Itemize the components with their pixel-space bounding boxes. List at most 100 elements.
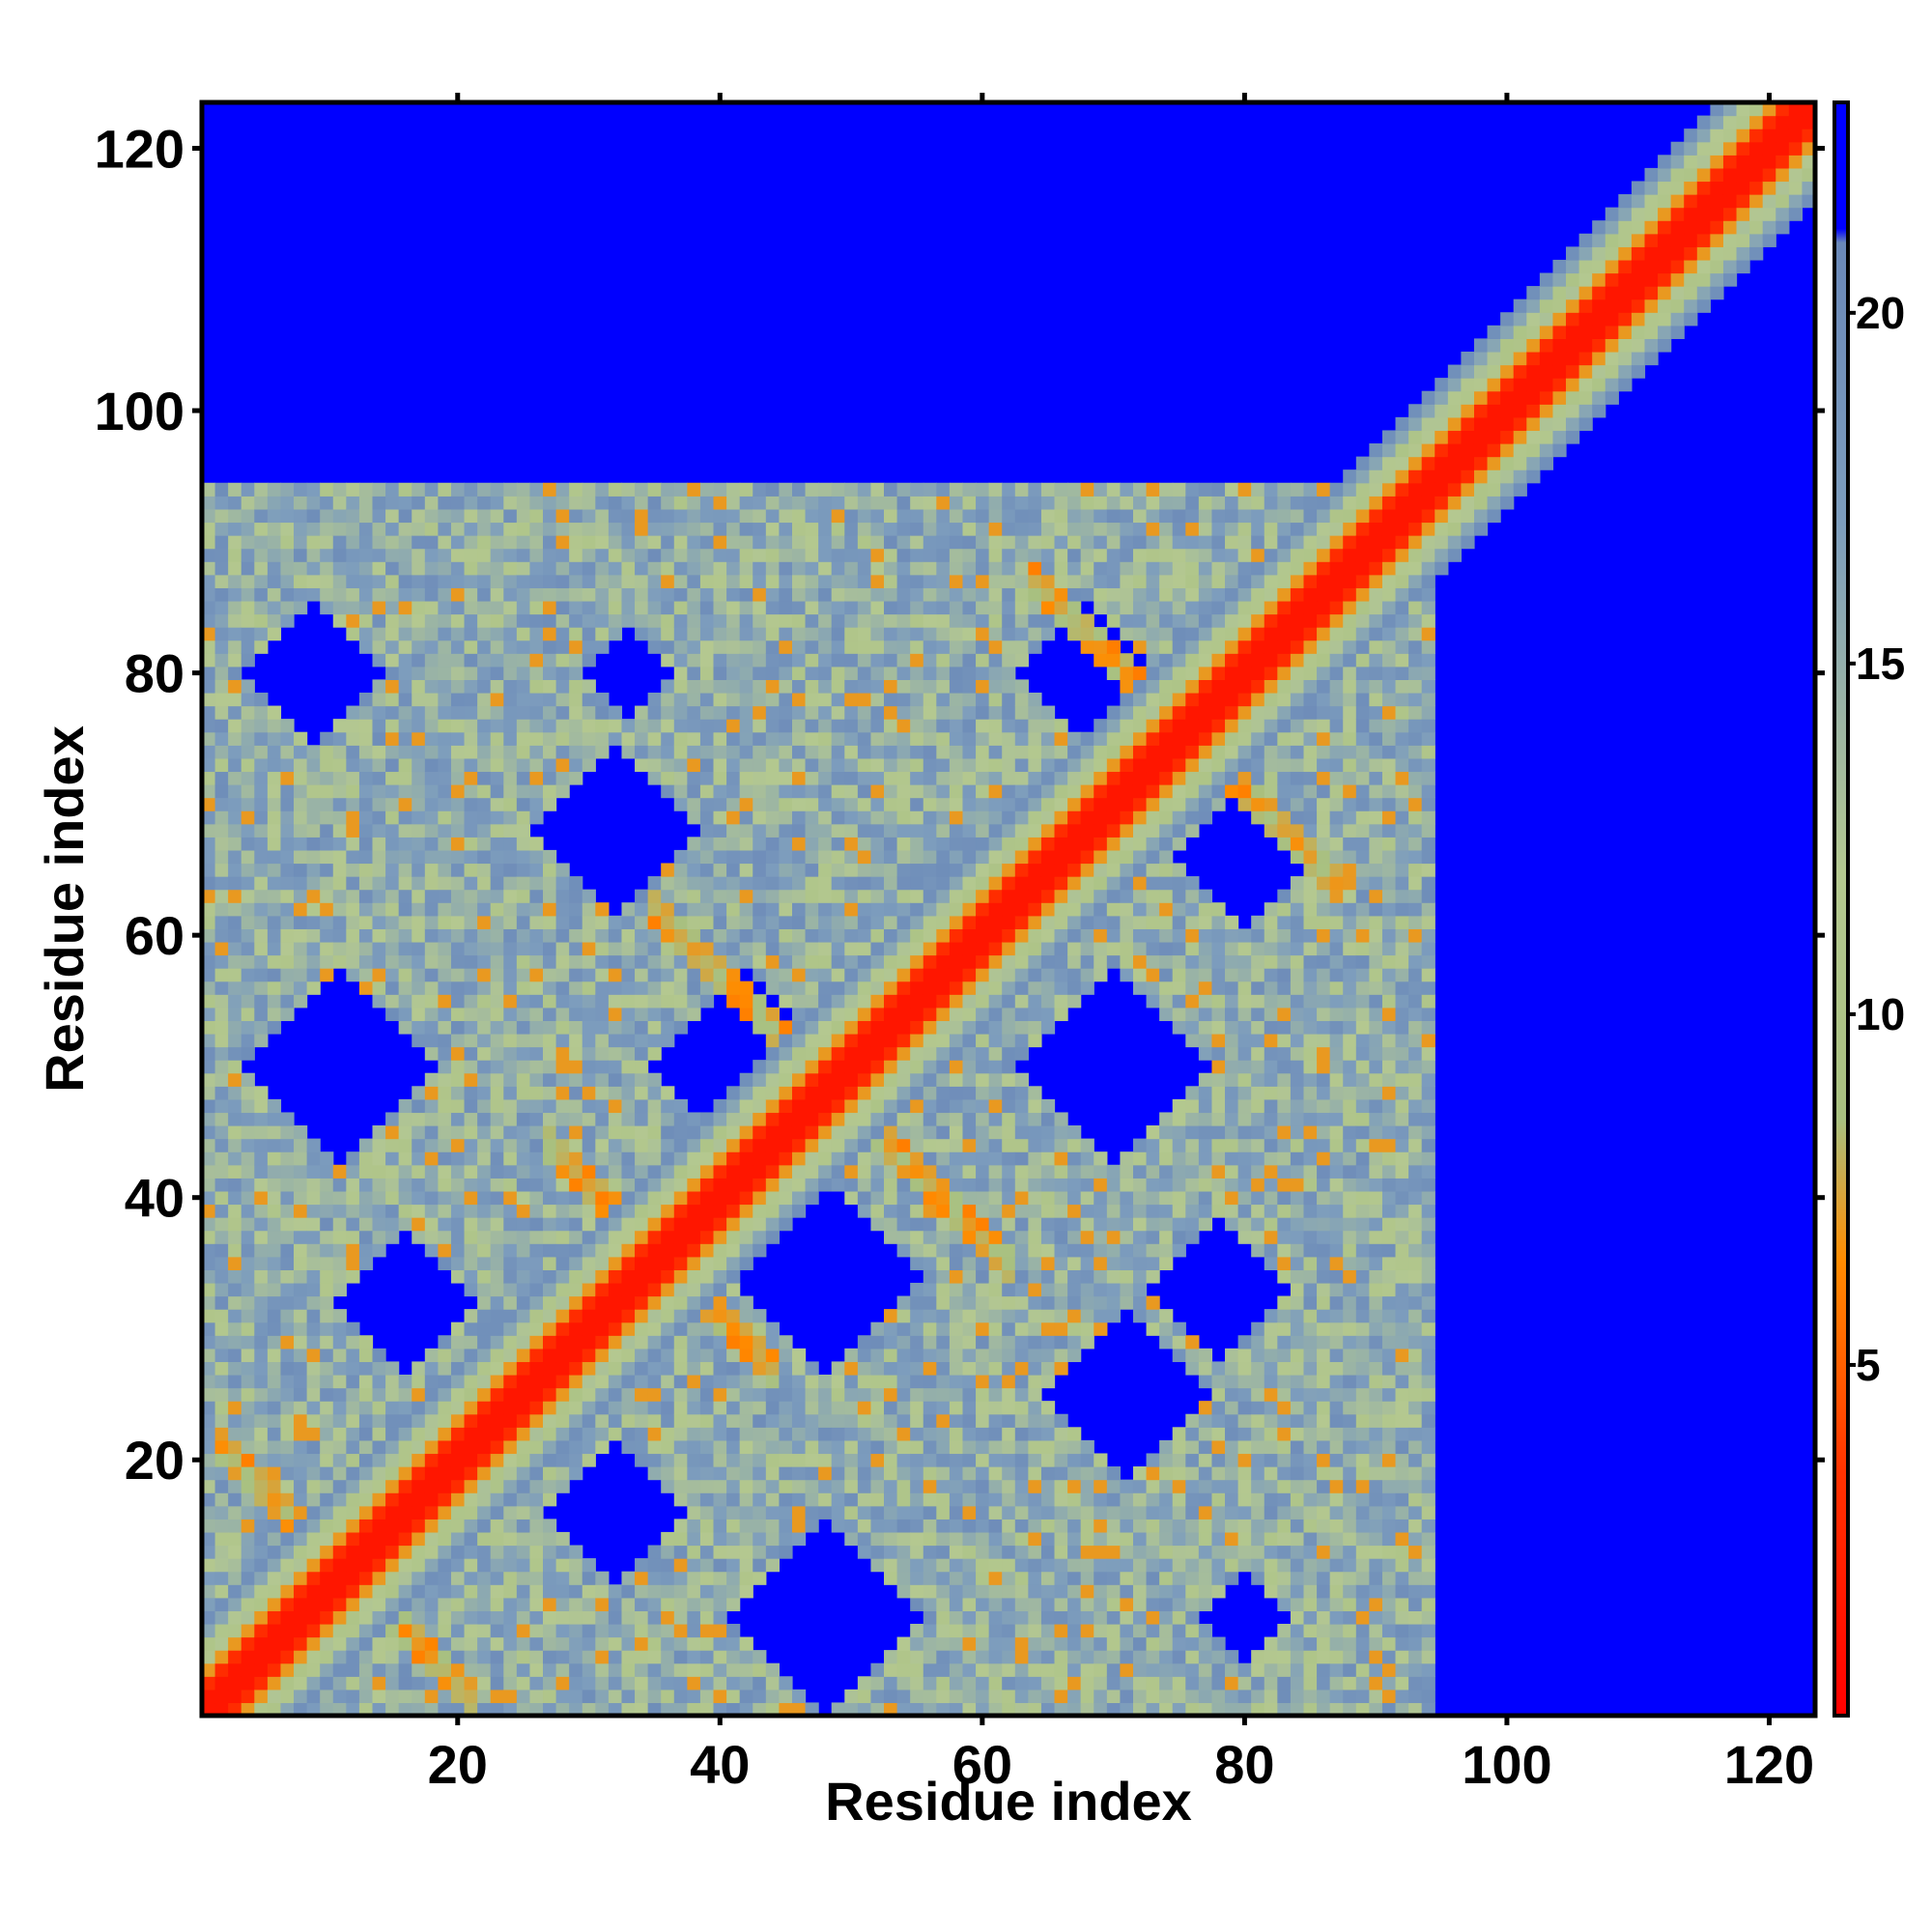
heatmap-cell	[949, 1584, 964, 1599]
heatmap-cell	[779, 600, 793, 615]
heatmap-cell	[673, 639, 688, 654]
heatmap-cell	[569, 1309, 583, 1323]
heatmap-cell	[450, 666, 466, 680]
heatmap-cell	[412, 1125, 426, 1140]
heatmap-cell	[884, 1190, 898, 1206]
heatmap-cell	[805, 771, 819, 785]
heatmap-cell	[870, 1007, 885, 1022]
heatmap-cell	[621, 1401, 636, 1415]
heatmap-cell	[332, 771, 347, 785]
heatmap-cell	[805, 1453, 819, 1467]
heatmap-cell	[569, 1413, 583, 1428]
heatmap-cell	[818, 1020, 833, 1035]
heatmap-cell	[949, 561, 964, 576]
heatmap-cell	[332, 1204, 347, 1218]
heatmap-cell	[818, 784, 833, 799]
heatmap-cell	[398, 1401, 412, 1415]
heatmap-cell	[346, 1702, 360, 1717]
heatmap-cell	[503, 1374, 518, 1389]
heatmap-cell	[699, 1321, 715, 1336]
heatmap-cell	[896, 653, 911, 668]
heatmap-cell	[555, 889, 570, 903]
heatmap-cell	[294, 1676, 308, 1690]
heatmap-cell	[267, 1492, 282, 1507]
heatmap-cell	[910, 1072, 924, 1087]
heatmap-cell	[753, 1204, 767, 1218]
heatmap-cell	[385, 849, 400, 865]
heatmap-cell	[936, 1492, 951, 1507]
heatmap-cell	[332, 1335, 347, 1350]
heatmap-cell	[516, 692, 531, 707]
heatmap-cell	[818, 508, 833, 524]
heatmap-cell	[438, 1125, 452, 1140]
heatmap-cell	[254, 1361, 269, 1376]
heatmap-cell	[358, 1230, 374, 1244]
heatmap-cell	[582, 496, 596, 510]
heatmap-cell	[294, 548, 308, 562]
heatmap-cell	[202, 1650, 216, 1664]
heatmap-cell	[450, 1151, 466, 1166]
heatmap-cell	[818, 849, 833, 865]
heatmap-cell	[358, 600, 374, 615]
heatmap-cell	[949, 679, 964, 694]
heatmap-cell	[202, 1387, 216, 1402]
heatmap-cell	[923, 1597, 937, 1611]
heatmap-cell	[949, 1321, 964, 1336]
heatmap-cell	[791, 1453, 807, 1467]
heatmap-cell	[438, 980, 452, 995]
heatmap-cell	[661, 1256, 675, 1270]
heatmap-cell	[884, 561, 898, 576]
heatmap-cell	[884, 745, 898, 759]
heatmap-cell	[582, 1636, 596, 1651]
heatmap-cell	[661, 784, 675, 799]
heatmap-cell	[529, 705, 544, 720]
heatmap-cell	[464, 784, 478, 799]
heatmap-cell	[647, 574, 662, 588]
heatmap-cell	[818, 1098, 833, 1114]
heatmap-cell	[949, 496, 964, 510]
heatmap-cell	[699, 600, 715, 615]
heatmap-cell	[635, 757, 649, 773]
heatmap-cell	[490, 613, 504, 628]
heatmap-cell	[791, 496, 807, 510]
heatmap-cell	[516, 928, 531, 943]
heatmap-cell	[713, 1453, 727, 1467]
heatmap-cell	[228, 1020, 242, 1035]
heatmap-cell	[582, 1387, 596, 1402]
heatmap-cell	[988, 1492, 1003, 1507]
heatmap-cell	[687, 496, 701, 510]
heatmap-cell	[687, 797, 701, 811]
heatmap-cell	[555, 613, 570, 628]
heatmap-cell	[713, 1623, 727, 1638]
heatmap-cell	[753, 757, 767, 773]
heatmap-cell	[358, 889, 374, 903]
heatmap-cell	[241, 745, 255, 759]
heatmap-cell	[673, 1689, 688, 1704]
heatmap-cell	[962, 1558, 977, 1573]
heatmap-cell	[753, 1427, 767, 1441]
heatmap-cell	[516, 574, 531, 588]
heatmap-cell	[857, 928, 872, 943]
heatmap-cell	[621, 902, 636, 917]
heatmap-cell	[529, 1519, 544, 1533]
heatmap-cell	[214, 679, 229, 694]
heatmap-cell	[228, 639, 242, 654]
heatmap-cell	[438, 1256, 452, 1270]
heatmap-cell	[687, 876, 701, 891]
heatmap-cell	[779, 639, 793, 654]
heatmap-cell	[936, 915, 951, 929]
heatmap-cell	[516, 889, 531, 903]
heatmap-cell	[884, 613, 898, 628]
heatmap-cell	[896, 1098, 911, 1114]
heatmap-cell	[884, 1479, 898, 1493]
heatmap-cell	[320, 771, 334, 785]
heatmap-cell	[490, 928, 504, 943]
heatmap-cell	[753, 1348, 767, 1363]
heatmap-cell	[320, 1164, 334, 1179]
heatmap-cell	[228, 1636, 242, 1651]
heatmap-cell	[647, 1295, 662, 1310]
heatmap-cell	[765, 1335, 780, 1350]
heatmap-cell	[699, 1519, 715, 1533]
heatmap-cell	[385, 613, 400, 628]
heatmap-cell	[241, 902, 255, 917]
